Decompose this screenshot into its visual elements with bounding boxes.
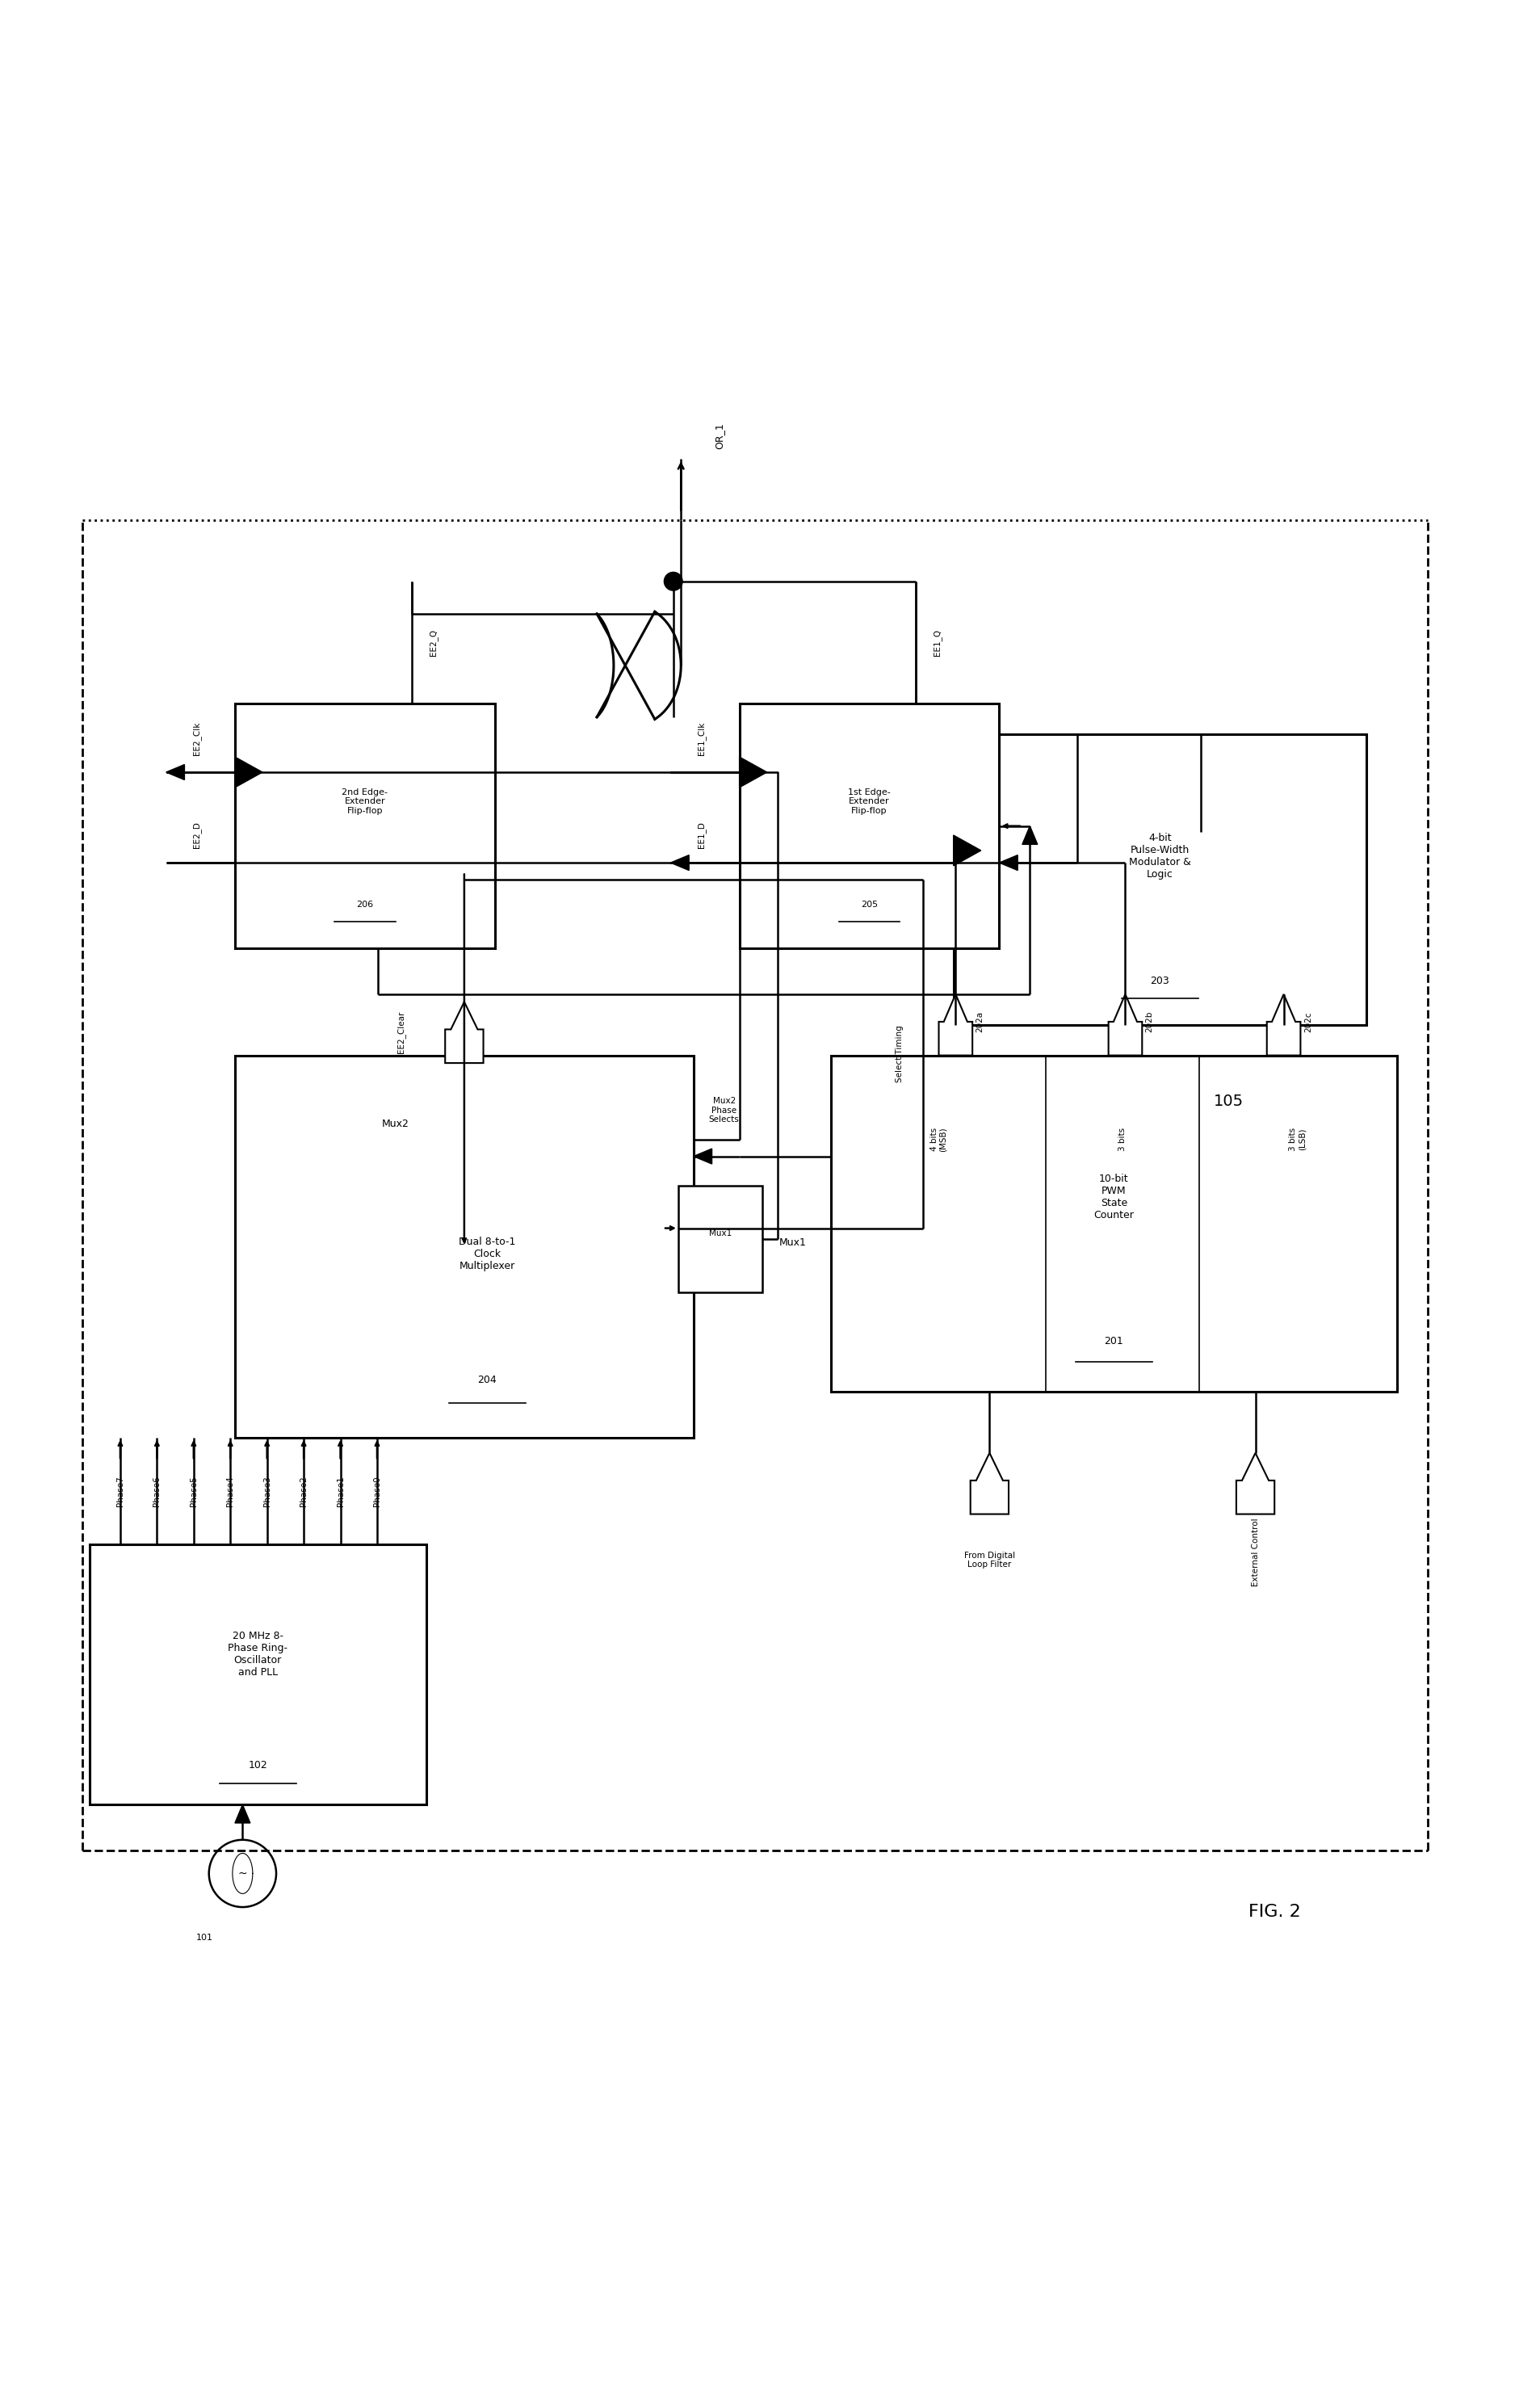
Text: Phase1: Phase1 [336,1477,345,1506]
Text: ~: ~ [237,1868,248,1880]
Text: 3 bits: 3 bits [1118,1129,1126,1150]
Text: Phase4: Phase4 [226,1477,234,1506]
Text: 1st Edge-
Extender
Flip-flop: 1st Edge- Extender Flip-flop [849,787,890,816]
Polygon shape [166,764,185,780]
Text: Dual 8-to-1
Clock
Multiplexer: Dual 8-to-1 Clock Multiplexer [459,1236,516,1272]
Text: 4-bit
Pulse-Width
Modulator &
Logic: 4-bit Pulse-Width Modulator & Logic [1129,833,1190,880]
Text: 202c: 202c [1304,1012,1312,1033]
Text: 10-bit
PWM
State
Counter: 10-bit PWM State Counter [1093,1174,1133,1219]
Text: OR_1: OR_1 [715,422,724,449]
Polygon shape [445,1002,484,1064]
Text: Phase0: Phase0 [373,1477,380,1506]
Polygon shape [953,835,981,866]
Bar [832,1055,1397,1391]
Text: EE2_D: EE2_D [192,821,202,849]
Text: 20 MHz 8-
Phase Ring-
Oscillator
and PLL: 20 MHz 8- Phase Ring- Oscillator and PLL [228,1630,288,1677]
Text: EE1_Q: EE1_Q [933,630,942,656]
Text: EE1_D: EE1_D [696,821,705,849]
Polygon shape [1109,995,1143,1055]
Polygon shape [1267,995,1300,1055]
Bar [739,704,999,947]
Text: 203: 203 [1150,976,1169,985]
Polygon shape [999,854,1018,871]
Text: Mux1: Mux1 [708,1229,732,1238]
Text: External Control: External Control [1252,1517,1260,1587]
Bar [236,1055,693,1439]
Text: Mux1: Mux1 [779,1238,807,1248]
Text: Phase3: Phase3 [263,1477,271,1506]
Text: 206: 206 [356,900,373,909]
Text: EE2_Clear: EE2_Clear [396,1012,405,1055]
Text: Phase6: Phase6 [152,1477,162,1506]
Text: FIG. 2: FIG. 2 [1249,1904,1301,1921]
Text: Phase2: Phase2 [300,1477,308,1506]
Text: 101: 101 [196,1933,213,1942]
Text: 102: 102 [248,1761,268,1770]
Bar [89,1544,427,1804]
Polygon shape [693,1148,711,1164]
Text: 201: 201 [1104,1336,1124,1346]
Text: Phase7: Phase7 [116,1477,125,1506]
Polygon shape [970,1453,1009,1515]
Polygon shape [236,1804,249,1823]
Bar [953,735,1366,1026]
Polygon shape [1237,1453,1275,1515]
Text: Phase5: Phase5 [189,1477,197,1506]
Text: Mux2: Mux2 [382,1119,410,1129]
Polygon shape [739,756,767,787]
Text: 205: 205 [861,900,878,909]
Text: Select Timing: Select Timing [896,1026,904,1083]
Circle shape [664,573,682,589]
Text: 204: 204 [477,1374,497,1386]
Text: 202b: 202b [1146,1012,1153,1033]
Text: 105: 105 [1214,1093,1244,1109]
Text: From Digital
Loop Filter: From Digital Loop Filter [964,1551,1015,1568]
Text: EE2_Q: EE2_Q [428,630,437,656]
Polygon shape [236,756,262,787]
Text: 202a: 202a [976,1012,984,1033]
Polygon shape [1023,826,1038,845]
Bar [236,704,494,947]
Bar [678,1186,762,1293]
Polygon shape [939,995,972,1055]
Polygon shape [670,854,688,871]
Text: EE2_Clk: EE2_Clk [192,723,202,756]
Text: 3 bits
(LSB): 3 bits (LSB) [1289,1129,1306,1150]
Text: Mux2
Phase
Selects: Mux2 Phase Selects [708,1098,739,1124]
Text: 4 bits
(MSB): 4 bits (MSB) [930,1126,947,1152]
Text: EE1_Clk: EE1_Clk [696,723,705,756]
Text: 2nd Edge-
Extender
Flip-flop: 2nd Edge- Extender Flip-flop [342,787,388,816]
